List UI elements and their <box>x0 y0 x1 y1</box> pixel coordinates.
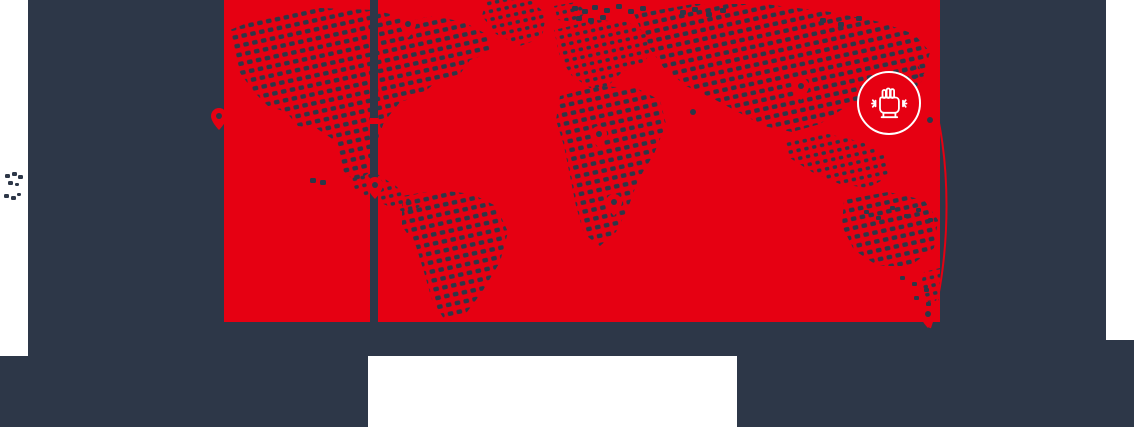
map-pin-icon[interactable] <box>793 78 809 100</box>
right-white-gutter <box>1106 0 1134 340</box>
halftone-world-map <box>224 0 940 322</box>
content-card[interactable] <box>368 356 737 427</box>
map-pin-icon[interactable] <box>606 194 622 216</box>
map-pin-icon[interactable] <box>922 112 938 134</box>
world-map-panel[interactable] <box>224 0 940 322</box>
raised-fist-badge[interactable] <box>857 71 921 135</box>
map-pin-icon[interactable] <box>685 104 701 126</box>
map-pin-icon[interactable] <box>367 177 383 199</box>
map-pin-icon[interactable] <box>920 306 936 328</box>
left-white-gutter <box>0 0 28 356</box>
map-pin-icon[interactable] <box>400 16 416 38</box>
map-pin-icon[interactable] <box>591 126 607 148</box>
map-fragment-right <box>1112 178 1134 198</box>
vertical-divider-stripe <box>370 0 378 322</box>
raised-fist-icon <box>871 87 908 119</box>
map-pin-icon[interactable] <box>211 108 227 130</box>
divider-notch <box>370 118 378 124</box>
map-fragment-left <box>2 170 28 204</box>
